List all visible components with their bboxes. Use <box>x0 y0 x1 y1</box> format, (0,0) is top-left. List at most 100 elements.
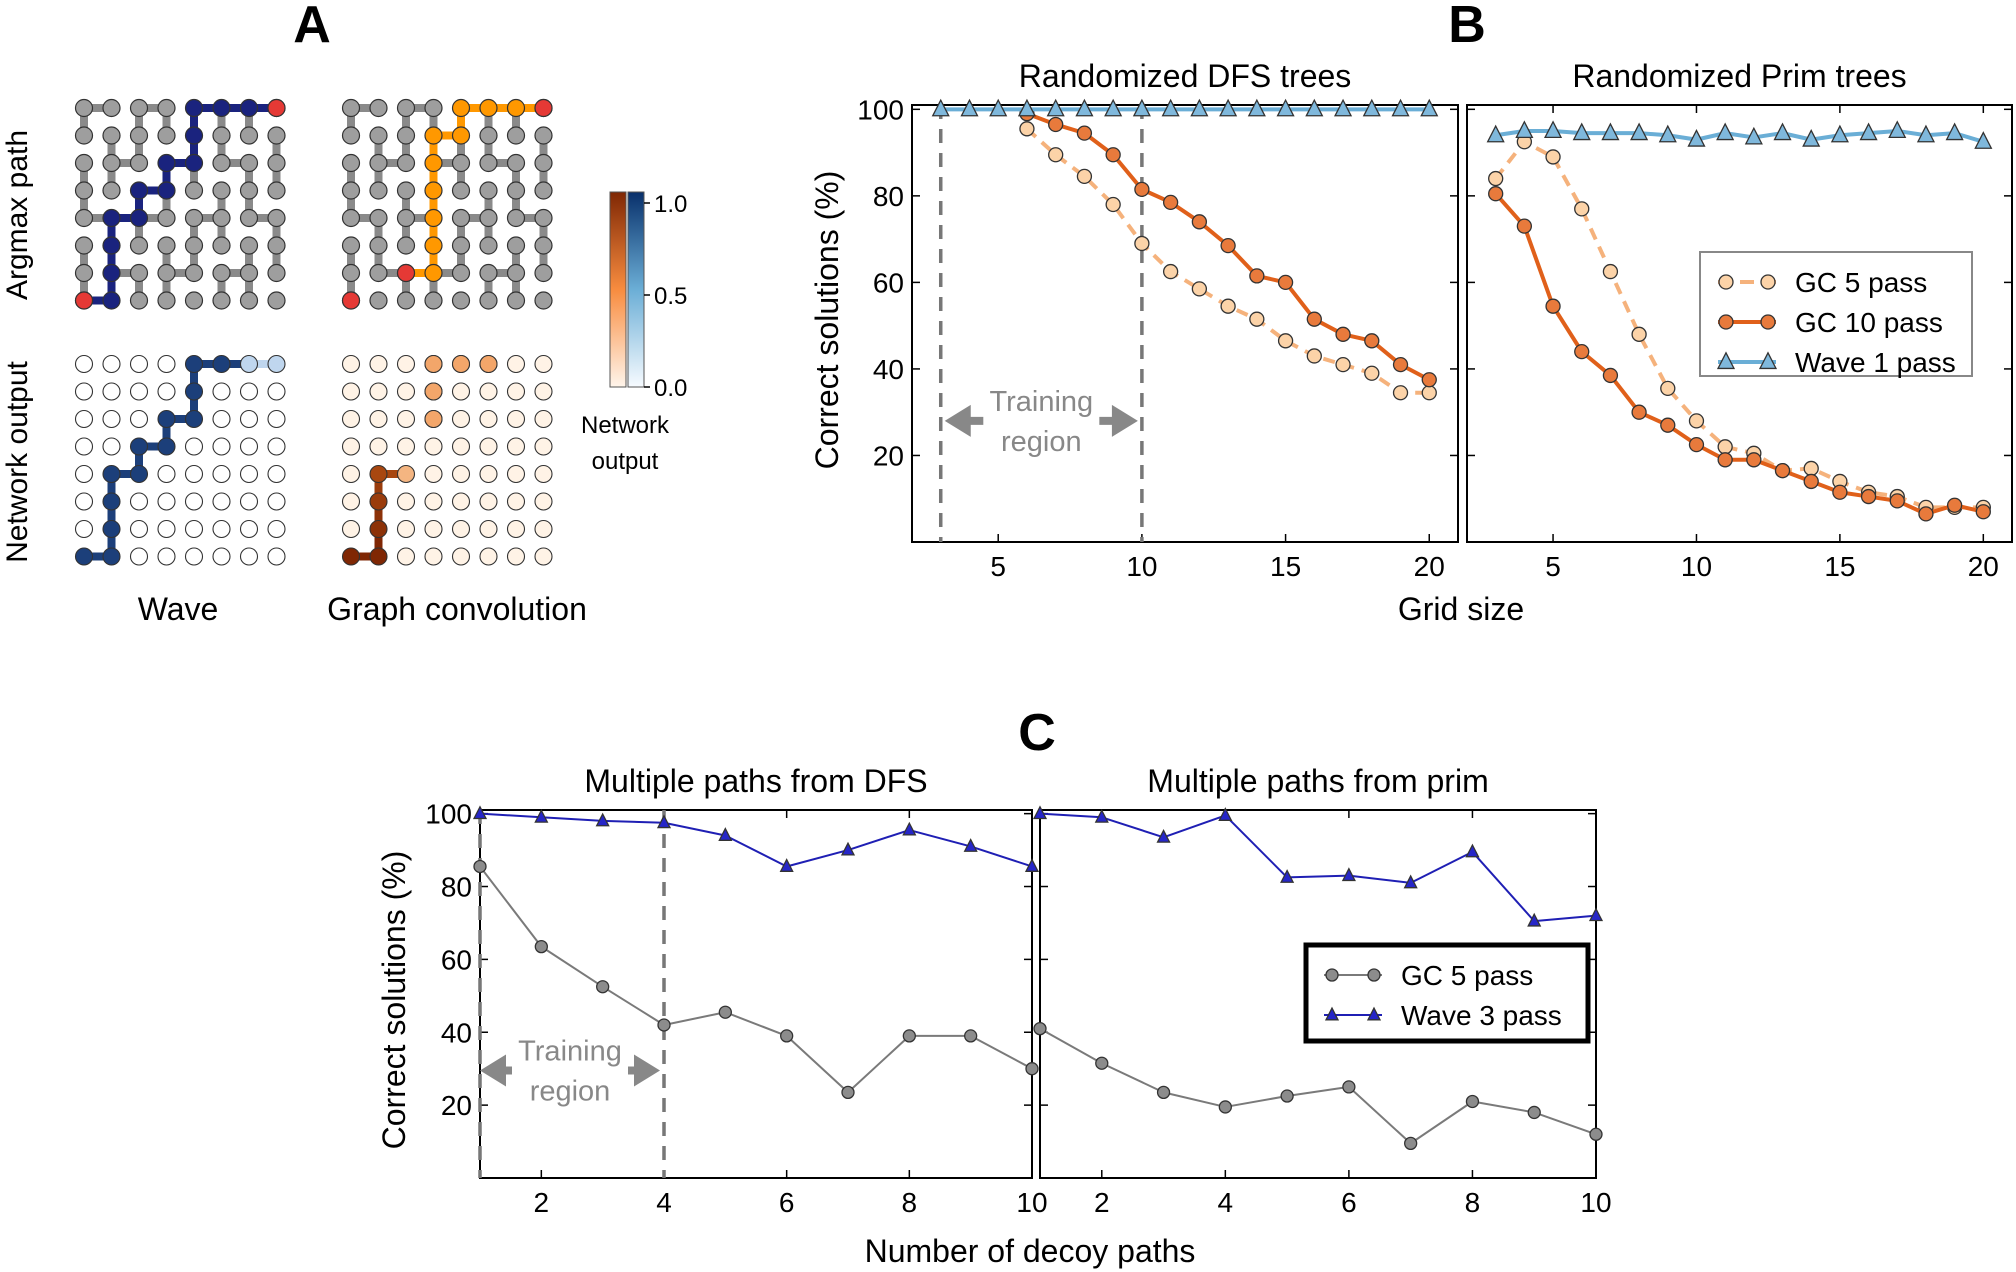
output-node <box>341 464 361 484</box>
output-path-node <box>102 547 121 566</box>
data-point-wave-3-pass <box>1527 912 1542 927</box>
output-node <box>534 354 553 374</box>
legend-label: GC 5 pass <box>1795 267 1927 298</box>
output-node <box>267 437 286 456</box>
series-line-wave-3-pass <box>1039 812 1597 923</box>
b-ylabel: Correct solutions (%) <box>809 171 845 470</box>
output-node <box>74 519 94 539</box>
maze-node <box>157 208 176 228</box>
data-point-gc-10-pass <box>1306 311 1322 327</box>
data-point-wave-3-pass <box>1465 843 1480 858</box>
data-point-gc-5-pass <box>1660 380 1676 397</box>
data-point-gc-5-pass <box>1076 168 1093 185</box>
maze-node <box>341 181 361 200</box>
maze-path-node <box>424 126 443 145</box>
data-point-gc-10-pass <box>1335 326 1351 342</box>
x-tick-label: 10 <box>1016 1187 1047 1218</box>
maze-node <box>451 153 471 173</box>
data-point-wave-1-pass <box>1391 98 1410 117</box>
maze-node <box>369 126 388 145</box>
data-point-gc-10-pass <box>1774 462 1791 479</box>
output-node <box>239 409 259 429</box>
data-point-gc-10-pass <box>1545 298 1561 314</box>
col-label-wave: Wave <box>138 591 219 627</box>
output-node <box>102 354 121 374</box>
data-point-wave-3-pass <box>1280 869 1295 883</box>
output-node <box>479 547 498 566</box>
output-node <box>479 464 498 484</box>
data-point-wave-3-pass <box>902 821 917 836</box>
legend-box <box>1699 251 1973 377</box>
output-node <box>184 492 204 511</box>
output-path-node <box>102 519 121 539</box>
chart-decoy-prim: 2 4 6 8 10 Multiple paths from prim GC 5 pass W… <box>1032 763 1612 1218</box>
data-point-gc-5-pass <box>1019 121 1035 137</box>
x-tick-label: 2 <box>534 1187 550 1218</box>
maze-node <box>239 236 259 255</box>
data-point-gc-5-pass <box>902 1029 916 1043</box>
maze-end-node <box>534 98 553 118</box>
data-point-gc-5-pass <box>1342 1080 1356 1094</box>
training-label-bg <box>512 1030 628 1109</box>
output-node <box>479 519 498 539</box>
maze-node <box>212 263 231 283</box>
chart-prim-trees: 5 10 15 20 Randomized Prim trees GC 5 pass GC … <box>1466 58 2013 582</box>
output-node <box>451 437 471 456</box>
output-node <box>369 409 388 429</box>
output-node <box>129 382 149 401</box>
x-tick-label: 20 <box>1414 551 1445 582</box>
maze-node <box>341 98 361 118</box>
output-path-node <box>369 492 388 511</box>
data-point-gc-5-pass <box>1488 170 1504 187</box>
data-point-wave-1-pass <box>960 98 979 117</box>
data-point-wave-3-pass <box>1024 858 1040 872</box>
y-tick-label: 80 <box>873 181 904 212</box>
maze-node <box>267 263 286 283</box>
data-point-gc-5-pass <box>1589 1127 1603 1141</box>
data-point-gc-5-pass <box>1218 1100 1232 1114</box>
output-hint-node <box>479 354 498 374</box>
panel-a: Argmax path Network output Wave Graph co… <box>1 98 687 627</box>
data-point-gc-10-pass <box>1860 488 1877 505</box>
output-path-node <box>369 464 388 484</box>
output-node <box>424 519 443 539</box>
maze-path-node <box>102 208 121 228</box>
maze-node <box>341 153 361 173</box>
output-node <box>157 519 176 539</box>
panel-letter-b: B <box>1448 0 1486 54</box>
maze-path-node <box>424 208 443 228</box>
data-point-gc-10-pass <box>1392 356 1409 373</box>
data-point-gc-10-pass <box>1488 186 1504 202</box>
data-point-wave-3-pass <box>656 814 672 829</box>
output-node <box>212 382 231 401</box>
data-point-wave-1-pass <box>1744 126 1763 145</box>
maze-path-node <box>479 98 498 118</box>
maze-node <box>341 208 361 228</box>
output-node <box>267 492 286 511</box>
data-point-wave-1-pass <box>1802 128 1821 147</box>
data-point-wave-1-pass <box>1916 124 1936 143</box>
data-point-gc-10-pass <box>1364 333 1380 349</box>
maze-node <box>451 208 471 228</box>
maze-wave-output <box>74 354 286 566</box>
data-point-wave-1-pass <box>1630 122 1649 141</box>
data-point-wave-1-pass <box>1132 98 1151 117</box>
output-node <box>369 354 388 374</box>
data-point-wave-1-pass <box>1305 98 1324 117</box>
maze-node <box>239 291 259 310</box>
plot-frame <box>911 104 1459 543</box>
x-tick-label: 10 <box>1126 551 1157 582</box>
x-tick-label: 5 <box>990 551 1006 582</box>
maze-node <box>506 236 526 255</box>
output-node <box>341 437 361 456</box>
output-node <box>506 547 526 566</box>
colorbar-label-line1: Network <box>581 412 670 439</box>
data-point-gc-5-pass <box>1688 413 1705 429</box>
b-xlabel: Grid size <box>1398 591 1524 627</box>
output-node <box>212 547 231 566</box>
data-point-wave-1-pass <box>1420 98 1439 117</box>
series-line-wave-1-pass <box>1495 128 1984 144</box>
output-node <box>396 409 416 429</box>
output-path-node <box>157 437 176 456</box>
training-label-line2: region <box>1001 426 1082 458</box>
